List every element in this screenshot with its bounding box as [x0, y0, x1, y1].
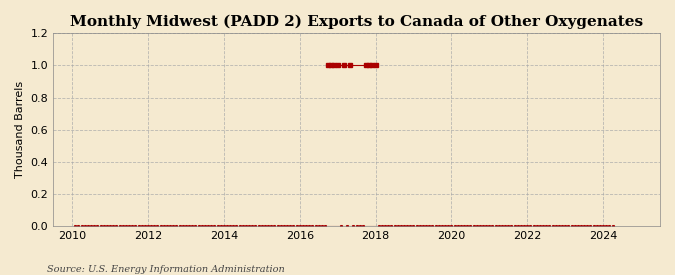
Y-axis label: Thousand Barrels: Thousand Barrels: [15, 81, 25, 178]
Text: Source: U.S. Energy Information Administration: Source: U.S. Energy Information Administ…: [47, 265, 285, 274]
Title: Monthly Midwest (PADD 2) Exports to Canada of Other Oxygenates: Monthly Midwest (PADD 2) Exports to Cana…: [70, 15, 643, 29]
